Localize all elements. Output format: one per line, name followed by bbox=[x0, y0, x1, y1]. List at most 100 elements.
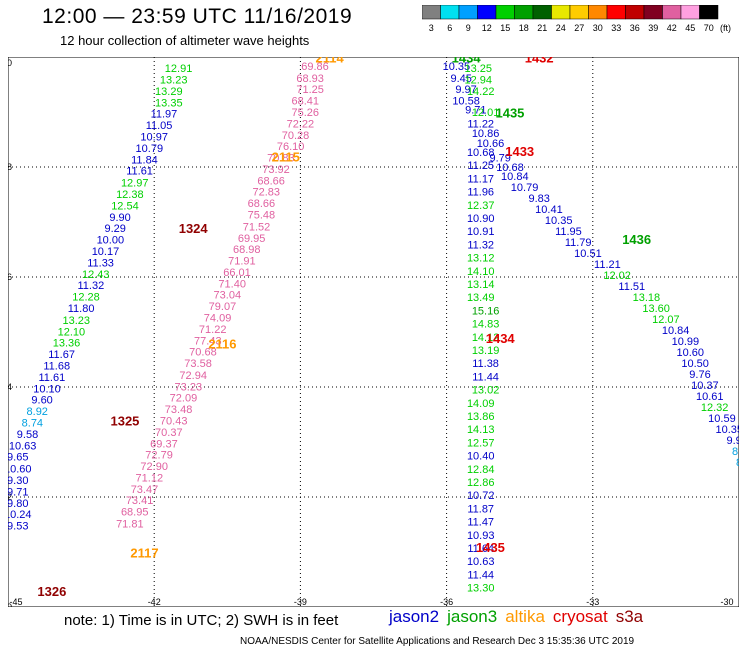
lat-tick-label: 40 bbox=[8, 602, 12, 607]
swh-value: 10.59 bbox=[708, 413, 736, 425]
swh-value: 11.80 bbox=[68, 303, 95, 315]
swh-value: 11.51 bbox=[618, 281, 645, 293]
swh-value: 68.41 bbox=[292, 95, 320, 107]
swh-value: 72.94 bbox=[179, 370, 207, 382]
swh-value: 11.25 bbox=[467, 160, 494, 172]
swh-value: 9.58 bbox=[17, 429, 38, 441]
swh-value: 9.60 bbox=[31, 395, 52, 407]
swh-value: 14.83 bbox=[472, 319, 500, 331]
wave-height-map: -45 -42 -39 -36 -33 -30 50 48 46 44 42 40 69.8668.93… bbox=[8, 57, 739, 607]
swh-value: 10.10 bbox=[33, 384, 61, 396]
swh-value: 8.74 bbox=[22, 418, 43, 430]
swh-value: 11.44 bbox=[472, 371, 499, 383]
swh-value: 11.61 bbox=[39, 372, 66, 384]
pass-number-label: 1324 bbox=[179, 221, 209, 236]
legend-jason3: jason3 bbox=[447, 607, 498, 626]
swh-value: 70.37 bbox=[155, 427, 183, 439]
swh-value: 10.37 bbox=[691, 380, 719, 392]
swh-value: 10.60 bbox=[677, 347, 705, 359]
page-title: 12:00 — 23:59 UTC 11/16/2019 bbox=[42, 5, 353, 28]
swh-value: 11.05 bbox=[146, 120, 173, 132]
scale-swatch bbox=[477, 5, 497, 20]
swh-value: 10.40 bbox=[467, 451, 495, 463]
pass-number-label: 2115 bbox=[272, 150, 300, 165]
swh-value: 10.35 bbox=[715, 424, 739, 436]
scale-tick: 30 bbox=[593, 23, 603, 33]
swh-value: 11.97 bbox=[151, 109, 178, 121]
satellite-legend: jason2 jason3 altika cryosat s3a bbox=[389, 607, 651, 627]
swh-value: 68.66 bbox=[248, 198, 276, 210]
swh-value: 8 bbox=[736, 457, 739, 469]
swh-value: 8.92 bbox=[27, 406, 48, 418]
legend-altika: altika bbox=[505, 607, 545, 626]
scale-tick: 45 bbox=[685, 23, 695, 33]
swh-value: 11.79 bbox=[565, 237, 592, 249]
swh-value: 73.47 bbox=[131, 484, 159, 496]
swh-value: 72.90 bbox=[140, 461, 168, 473]
swh-value: 12.84 bbox=[467, 464, 495, 476]
scale-swatch bbox=[532, 5, 552, 20]
swh-value: 11.47 bbox=[467, 517, 494, 529]
swh-value: 10.91 bbox=[467, 226, 495, 238]
pass-number-label: 2117 bbox=[130, 546, 158, 561]
swh-value: 9.65 bbox=[8, 452, 28, 464]
legend-jason2: jason2 bbox=[389, 607, 440, 626]
scale-unit: (ft) bbox=[720, 23, 731, 33]
swh-value: 72.22 bbox=[287, 118, 315, 130]
swh-value: 70.68 bbox=[189, 347, 217, 359]
swh-value: 11.61 bbox=[126, 166, 153, 178]
scale-swatch bbox=[495, 5, 515, 20]
swh-value: 9.80 bbox=[8, 498, 28, 510]
swh-value: 13.19 bbox=[472, 345, 500, 357]
pass-number-label: 1435 bbox=[476, 540, 505, 555]
swh-value: 73.48 bbox=[165, 404, 193, 416]
map-frame bbox=[8, 57, 739, 607]
swh-value: 10.41 bbox=[535, 204, 563, 216]
swh-value: 14.10 bbox=[467, 266, 495, 278]
swh-value: 74.09 bbox=[204, 313, 232, 325]
swh-value: 14.22 bbox=[467, 86, 495, 98]
pass-number-label: 1433 bbox=[505, 144, 534, 159]
swh-value: 13.23 bbox=[62, 315, 90, 327]
lat-tick-label: 44 bbox=[8, 382, 12, 392]
scale-swatch bbox=[458, 5, 478, 20]
swh-value: 72.09 bbox=[170, 392, 198, 404]
scale-tick: 3 bbox=[429, 23, 434, 33]
swh-value: 12.32 bbox=[701, 402, 729, 414]
swh-value: 9.30 bbox=[8, 475, 28, 487]
swh-value: 12.94 bbox=[465, 74, 493, 86]
swh-value: 11.21 bbox=[594, 259, 621, 271]
swh-value: 12.28 bbox=[72, 292, 100, 304]
pass-number-label: 1436 bbox=[622, 232, 651, 247]
swh-value: 13.25 bbox=[465, 63, 493, 75]
swh-value: 73.23 bbox=[175, 381, 203, 393]
swh-value: 13.49 bbox=[467, 292, 495, 304]
pass-number-label: 2114 bbox=[316, 57, 345, 66]
swh-value: 70.28 bbox=[282, 130, 310, 142]
swh-value: 71.91 bbox=[228, 255, 256, 267]
swh-value: 12.37 bbox=[467, 200, 495, 212]
lat-tick-label: 50 bbox=[8, 58, 12, 68]
scale-tick: 39 bbox=[648, 23, 658, 33]
swh-value: 69.95 bbox=[238, 233, 266, 245]
swh-value: 10.50 bbox=[681, 358, 709, 370]
swh-value: 12.02 bbox=[603, 270, 631, 282]
swh-value: 73.04 bbox=[214, 289, 242, 301]
scale-tick: 6 bbox=[447, 23, 452, 33]
swh-value: 11.44 bbox=[467, 569, 494, 581]
swh-value: 11.67 bbox=[48, 349, 75, 361]
swh-value: 9.45 bbox=[451, 73, 472, 85]
swh-value: 13.23 bbox=[160, 74, 188, 86]
swh-value: 79.07 bbox=[209, 301, 237, 313]
swh-value: 10.35 bbox=[545, 215, 573, 227]
swh-value: 75.48 bbox=[248, 210, 276, 222]
swh-value: 13.02 bbox=[472, 385, 500, 397]
swh-value: 13.35 bbox=[155, 98, 183, 110]
swh-value: 70.83 bbox=[267, 153, 295, 165]
swh-value: 13.12 bbox=[467, 253, 495, 265]
swh-value: 12.86 bbox=[467, 477, 495, 489]
swh-value: 66.01 bbox=[223, 267, 251, 279]
swh-value: 71.25 bbox=[296, 84, 324, 96]
lon-tick-label: -33 bbox=[586, 597, 599, 607]
swh-value: 13.29 bbox=[155, 86, 183, 98]
